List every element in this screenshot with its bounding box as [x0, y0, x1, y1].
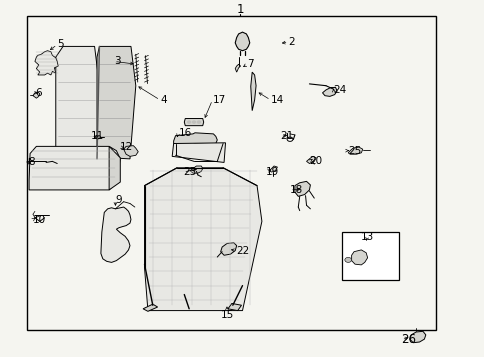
Polygon shape: [173, 133, 217, 145]
Text: 11: 11: [91, 131, 104, 141]
Text: 16: 16: [178, 128, 191, 138]
Circle shape: [197, 121, 200, 123]
Text: 21: 21: [280, 131, 293, 141]
Polygon shape: [235, 64, 240, 72]
Polygon shape: [56, 46, 99, 159]
Text: 5: 5: [57, 39, 64, 49]
Polygon shape: [306, 156, 316, 164]
Polygon shape: [220, 243, 236, 255]
Text: 20: 20: [309, 156, 322, 166]
Polygon shape: [29, 146, 120, 190]
Polygon shape: [294, 181, 310, 196]
Polygon shape: [351, 250, 367, 265]
Polygon shape: [269, 166, 277, 172]
Text: 7: 7: [247, 59, 254, 69]
Polygon shape: [227, 303, 241, 311]
Text: 14: 14: [270, 95, 283, 105]
Polygon shape: [35, 51, 58, 75]
Text: 2: 2: [288, 37, 295, 47]
Text: 3: 3: [114, 56, 121, 66]
Circle shape: [344, 257, 351, 262]
Polygon shape: [33, 92, 40, 98]
Text: 19: 19: [265, 167, 278, 177]
Circle shape: [95, 135, 100, 139]
Polygon shape: [184, 119, 203, 126]
Polygon shape: [235, 32, 249, 51]
Polygon shape: [143, 304, 157, 311]
Text: 25: 25: [348, 146, 361, 156]
Polygon shape: [250, 72, 256, 111]
Polygon shape: [109, 146, 120, 190]
Text: 10: 10: [33, 215, 46, 225]
Polygon shape: [101, 207, 131, 262]
Text: 15: 15: [220, 310, 233, 320]
Text: 8: 8: [28, 157, 35, 167]
Text: 23: 23: [183, 167, 196, 177]
Polygon shape: [172, 143, 225, 162]
Polygon shape: [97, 46, 136, 159]
Bar: [27, 16, 436, 330]
Text: 9: 9: [115, 195, 122, 205]
Polygon shape: [322, 87, 336, 96]
Text: 26: 26: [401, 333, 416, 346]
Text: 17: 17: [212, 95, 225, 105]
Text: 18: 18: [289, 185, 302, 195]
Polygon shape: [190, 166, 202, 173]
Polygon shape: [123, 146, 138, 156]
Polygon shape: [409, 331, 425, 343]
Text: 4: 4: [160, 95, 166, 105]
Text: 6: 6: [35, 88, 42, 98]
Text: 12: 12: [120, 142, 133, 152]
Text: 24: 24: [333, 85, 346, 95]
Circle shape: [187, 121, 190, 123]
Text: 13: 13: [360, 232, 374, 242]
Polygon shape: [144, 168, 261, 311]
Polygon shape: [348, 147, 362, 154]
Bar: [341, 232, 398, 280]
Circle shape: [192, 121, 195, 123]
Text: 1: 1: [236, 4, 243, 16]
Text: 22: 22: [236, 246, 249, 256]
Circle shape: [287, 137, 292, 141]
